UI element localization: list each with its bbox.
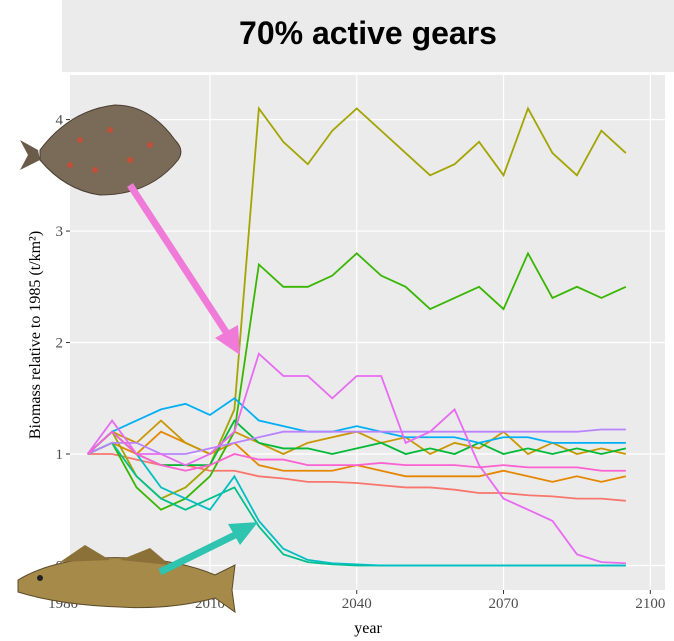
- x-tick-label: 2040: [342, 596, 372, 612]
- grid: [62, 75, 665, 590]
- y-tick-label: 4: [56, 113, 64, 129]
- flounder-arrow: [127, 183, 240, 355]
- cod-image: [17, 545, 236, 614]
- y-tick-label: 3: [56, 224, 64, 240]
- series-line: [87, 430, 626, 567]
- y-axis-title: Biomass relative to 1985 (t/km²): [27, 231, 44, 439]
- flounder-image: [20, 104, 182, 196]
- y-tick-label: 1: [56, 447, 64, 463]
- x-tick-label: 2100: [635, 596, 665, 612]
- title-band: [62, 0, 674, 72]
- lines: [86, 105, 627, 567]
- series-line: [86, 352, 626, 565]
- x-tick-label: 2070: [489, 596, 519, 612]
- cod-arrow: [158, 522, 258, 576]
- series-line: [87, 419, 627, 467]
- series-line: [87, 105, 627, 500]
- series-line: [87, 430, 626, 472]
- y-tick-label: 2: [56, 336, 64, 352]
- series-line: [87, 428, 626, 455]
- series-line: [87, 251, 627, 511]
- series-line: [87, 397, 626, 455]
- chart-title: 70% active gears: [239, 15, 497, 51]
- x-axis-title: year: [354, 620, 382, 637]
